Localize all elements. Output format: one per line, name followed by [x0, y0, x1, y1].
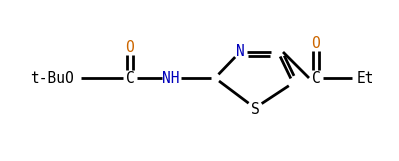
Text: t-BuO: t-BuO — [30, 71, 74, 85]
Text: C: C — [312, 71, 320, 85]
Text: S: S — [251, 101, 259, 117]
Text: O: O — [126, 39, 134, 55]
Text: O: O — [312, 35, 320, 51]
Text: N: N — [236, 43, 244, 58]
Text: NH: NH — [162, 71, 180, 85]
Text: C: C — [126, 71, 134, 85]
Text: Et: Et — [356, 71, 374, 85]
